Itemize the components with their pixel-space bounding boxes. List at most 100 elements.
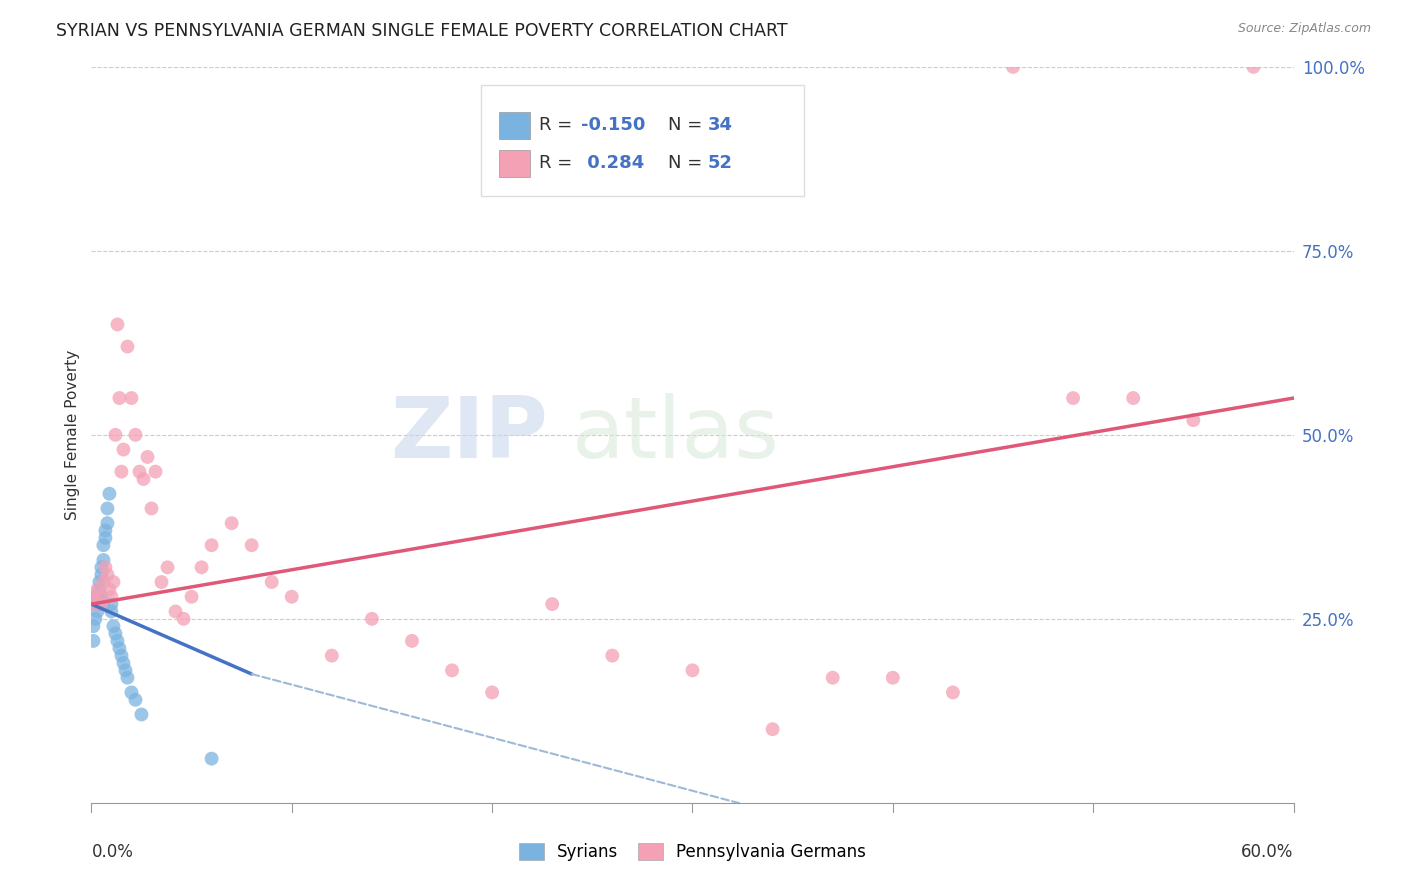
Text: 0.284: 0.284 [581, 154, 644, 172]
Point [165, 605, 187, 619]
Point [108, 391, 131, 405]
Text: R =: R = [538, 154, 578, 172]
Point [281, 590, 304, 604]
Point [82, 619, 104, 633]
Point [86, 582, 108, 597]
Point [100, 605, 122, 619]
Point [1182, 413, 1205, 427]
Point [112, 442, 135, 457]
Point [602, 648, 624, 663]
Point [942, 685, 965, 699]
Point [131, 707, 153, 722]
Point [108, 641, 131, 656]
Point [821, 671, 844, 685]
Point [141, 501, 163, 516]
Text: N =: N = [668, 154, 709, 172]
Point [103, 575, 125, 590]
Text: atlas: atlas [572, 393, 780, 476]
Point [401, 633, 423, 648]
Point [82, 633, 104, 648]
Point [240, 538, 263, 552]
Point [90, 560, 112, 574]
Point [82, 590, 104, 604]
Point [117, 671, 139, 685]
Point [260, 575, 283, 590]
Point [1243, 60, 1265, 74]
Point [93, 575, 115, 590]
Y-axis label: Single Female Poverty: Single Female Poverty [65, 350, 80, 520]
Text: SYRIAN VS PENNSYLVANIA GERMAN SINGLE FEMALE POVERTY CORRELATION CHART: SYRIAN VS PENNSYLVANIA GERMAN SINGLE FEM… [56, 22, 787, 40]
Point [180, 590, 202, 604]
Text: 52: 52 [707, 154, 733, 172]
Point [156, 560, 179, 574]
Legend: Syrians, Pennsylvania Germans: Syrians, Pennsylvania Germans [512, 837, 873, 868]
Point [173, 612, 195, 626]
Point [107, 318, 129, 332]
Point [201, 538, 224, 552]
Text: -0.150: -0.150 [581, 116, 645, 135]
Point [93, 597, 115, 611]
Point [98, 582, 121, 597]
Point [90, 597, 112, 611]
Point [89, 597, 111, 611]
Point [96, 501, 118, 516]
Point [84, 612, 107, 626]
Text: Source: ZipAtlas.com: Source: ZipAtlas.com [1237, 22, 1371, 36]
Point [190, 560, 212, 574]
Point [1062, 391, 1084, 405]
Point [481, 685, 503, 699]
Point [93, 538, 115, 552]
Point [321, 648, 343, 663]
Point [94, 524, 117, 538]
Point [107, 633, 129, 648]
Point [94, 531, 117, 545]
Point [121, 391, 143, 405]
Point [221, 516, 243, 531]
Point [201, 751, 224, 765]
Point [103, 619, 125, 633]
Point [96, 516, 118, 531]
Point [104, 428, 127, 442]
Point [110, 465, 132, 479]
Point [100, 590, 122, 604]
Point [86, 590, 108, 604]
Text: 34: 34 [707, 116, 733, 135]
Point [96, 567, 118, 582]
Text: R =: R = [538, 116, 578, 135]
Point [89, 575, 111, 590]
Point [89, 582, 111, 597]
Point [110, 648, 132, 663]
Point [104, 626, 127, 640]
Point [128, 465, 150, 479]
Point [136, 450, 159, 464]
Point [114, 664, 136, 678]
Point [93, 553, 115, 567]
Point [360, 612, 382, 626]
Point [882, 671, 904, 685]
Point [1001, 60, 1024, 74]
Point [440, 664, 463, 678]
Point [117, 340, 139, 354]
Point [145, 465, 167, 479]
Point [98, 487, 121, 501]
Text: N =: N = [668, 116, 709, 135]
Text: 0.0%: 0.0% [91, 843, 134, 862]
Point [762, 723, 785, 737]
Point [124, 692, 146, 706]
Point [541, 597, 564, 611]
Point [89, 590, 111, 604]
Text: 60.0%: 60.0% [1241, 843, 1294, 862]
Point [150, 575, 173, 590]
Point [90, 590, 112, 604]
Text: ZIP: ZIP [391, 393, 548, 476]
Point [94, 560, 117, 574]
Point [112, 656, 135, 670]
Point [681, 664, 703, 678]
Point [86, 605, 108, 619]
Point [90, 567, 112, 582]
Point [124, 428, 146, 442]
Point [1122, 391, 1144, 405]
Point [84, 597, 107, 611]
Point [84, 597, 107, 611]
Point [121, 685, 143, 699]
